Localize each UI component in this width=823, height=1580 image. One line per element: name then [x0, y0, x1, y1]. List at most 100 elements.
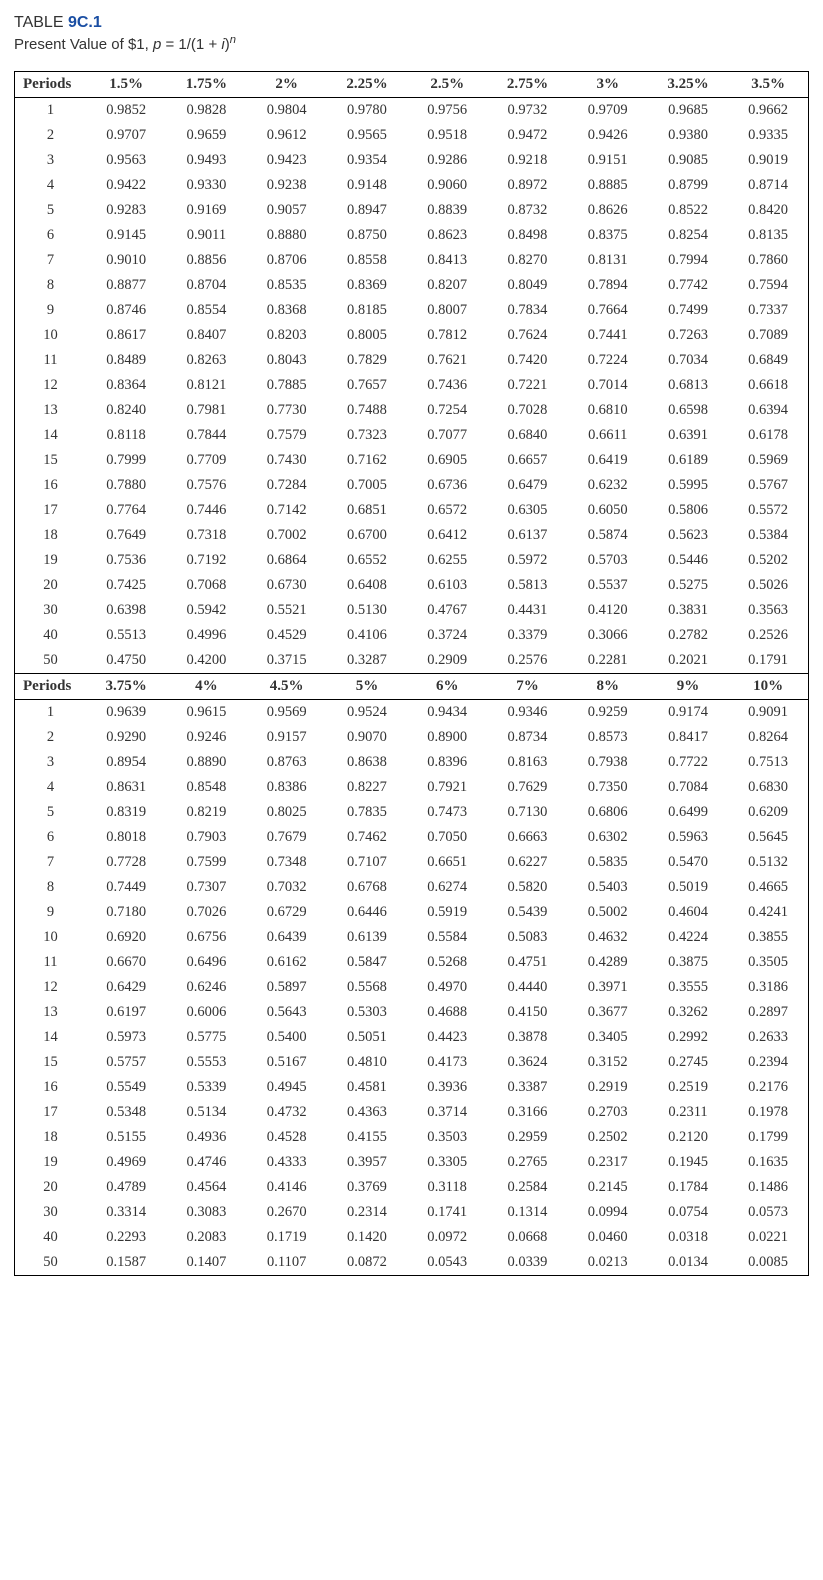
rate-header: 3.25%: [648, 72, 728, 98]
value-cell: 0.8746: [86, 298, 166, 323]
value-cell: 0.8750: [327, 223, 407, 248]
value-cell: 0.8954: [86, 750, 166, 775]
value-cell: 0.8163: [487, 750, 567, 775]
value-cell: 0.0754: [648, 1200, 728, 1225]
period-cell: 7: [15, 850, 87, 875]
rate-header: 1.5%: [86, 72, 166, 98]
value-cell: 0.7005: [327, 473, 407, 498]
value-cell: 0.3957: [327, 1150, 407, 1175]
value-cell: 0.5002: [568, 900, 648, 925]
rate-header: 3.5%: [728, 72, 808, 98]
value-cell: 0.1635: [728, 1150, 808, 1175]
period-cell: 13: [15, 1000, 87, 1025]
value-cell: 0.0668: [487, 1225, 567, 1250]
value-cell: 0.6232: [568, 473, 648, 498]
period-cell: 9: [15, 900, 87, 925]
rate-header: 4%: [166, 674, 246, 700]
value-cell: 0.5439: [487, 900, 567, 925]
period-cell: 5: [15, 198, 87, 223]
value-cell: 0.6729: [247, 900, 327, 925]
value-cell: 0.8203: [247, 323, 327, 348]
value-cell: 0.9019: [728, 148, 808, 173]
value-cell: 0.6255: [407, 548, 487, 573]
value-cell: 0.8763: [247, 750, 327, 775]
period-cell: 3: [15, 750, 87, 775]
value-cell: 0.3855: [728, 925, 808, 950]
value-cell: 0.5521: [247, 598, 327, 623]
value-cell: 0.0318: [648, 1225, 728, 1250]
value-cell: 0.4146: [247, 1175, 327, 1200]
value-cell: 0.6806: [568, 800, 648, 825]
value-cell: 0.5919: [407, 900, 487, 925]
period-cell: 40: [15, 1225, 87, 1250]
table-row: 40.94220.93300.92380.91480.90600.89720.8…: [15, 173, 809, 198]
value-cell: 0.9569: [247, 700, 327, 726]
value-cell: 0.5303: [327, 1000, 407, 1025]
value-cell: 0.6849: [728, 348, 808, 373]
value-cell: 0.5553: [166, 1050, 246, 1075]
value-cell: 0.5584: [407, 925, 487, 950]
rate-header: 4.5%: [247, 674, 327, 700]
title-prefix: TABLE: [14, 14, 68, 31]
value-cell: 0.9085: [648, 148, 728, 173]
value-cell: 0.7938: [568, 750, 648, 775]
value-cell: 0.5026: [728, 573, 808, 598]
value-cell: 0.2633: [728, 1025, 808, 1050]
value-cell: 0.0221: [728, 1225, 808, 1250]
value-cell: 0.7462: [327, 825, 407, 850]
value-cell: 0.0213: [568, 1250, 648, 1276]
value-cell: 0.3875: [648, 950, 728, 975]
table-row: 140.59730.57750.54000.50510.44230.38780.…: [15, 1025, 809, 1050]
value-cell: 0.8548: [166, 775, 246, 800]
table-row: 120.64290.62460.58970.55680.49700.44400.…: [15, 975, 809, 1000]
value-cell: 0.7224: [568, 348, 648, 373]
value-cell: 0.9426: [568, 123, 648, 148]
value-cell: 0.7350: [568, 775, 648, 800]
value-cell: 0.6162: [247, 950, 327, 975]
period-cell: 30: [15, 598, 87, 623]
value-cell: 0.5400: [247, 1025, 327, 1050]
value-cell: 0.4810: [327, 1050, 407, 1075]
value-cell: 0.9565: [327, 123, 407, 148]
period-cell: 2: [15, 123, 87, 148]
value-cell: 0.5703: [568, 548, 648, 573]
rate-header: 2.75%: [487, 72, 567, 98]
value-cell: 0.5167: [247, 1050, 327, 1075]
value-cell: 0.7835: [327, 800, 407, 825]
table-row: 40.86310.85480.83860.82270.79210.76290.7…: [15, 775, 809, 800]
value-cell: 0.6598: [648, 398, 728, 423]
value-cell: 0.6050: [568, 498, 648, 523]
period-cell: 12: [15, 373, 87, 398]
value-cell: 0.6840: [487, 423, 567, 448]
value-cell: 0.4440: [487, 975, 567, 1000]
value-cell: 0.4289: [568, 950, 648, 975]
value-cell: 0.5130: [327, 598, 407, 623]
rate-header: 10%: [728, 674, 808, 700]
value-cell: 0.8799: [648, 173, 728, 198]
period-cell: 14: [15, 1025, 87, 1050]
value-cell: 0.9346: [487, 700, 567, 726]
value-cell: 0.9493: [166, 148, 246, 173]
value-cell: 0.1107: [247, 1250, 327, 1276]
value-cell: 0.7473: [407, 800, 487, 825]
value-cell: 0.9639: [86, 700, 166, 726]
value-cell: 0.8877: [86, 273, 166, 298]
value-cell: 0.7894: [568, 273, 648, 298]
value-cell: 0.6429: [86, 975, 166, 1000]
value-cell: 0.4936: [166, 1125, 246, 1150]
value-cell: 0.8554: [166, 298, 246, 323]
value-cell: 0.7880: [86, 473, 166, 498]
value-cell: 0.9218: [487, 148, 567, 173]
table-row: 190.75360.71920.68640.65520.62550.59720.…: [15, 548, 809, 573]
value-cell: 0.2584: [487, 1175, 567, 1200]
value-cell: 0.3405: [568, 1025, 648, 1050]
value-cell: 0.6274: [407, 875, 487, 900]
table-row: 500.47500.42000.37150.32870.29090.25760.…: [15, 648, 809, 674]
table-row: 30.89540.88900.87630.86380.83960.81630.7…: [15, 750, 809, 775]
value-cell: 0.8972: [487, 173, 567, 198]
value-cell: 0.7254: [407, 398, 487, 423]
table-row: 400.22930.20830.17190.14200.09720.06680.…: [15, 1225, 809, 1250]
value-cell: 0.4241: [728, 900, 808, 925]
value-cell: 0.9804: [247, 98, 327, 124]
value-cell: 0.9145: [86, 223, 166, 248]
